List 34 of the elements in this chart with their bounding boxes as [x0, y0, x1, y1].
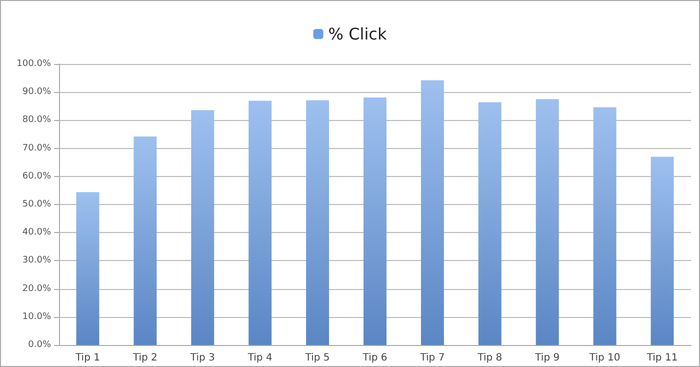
bar: [650, 156, 674, 345]
y-tick-label: 20.0%: [22, 284, 52, 294]
x-tick-label: Tip 4: [246, 352, 272, 364]
y-tick-label: 50.0%: [22, 200, 52, 210]
legend-label: % Click: [328, 24, 388, 44]
bar: [191, 110, 214, 345]
y-tick-label: 60.0%: [22, 171, 52, 182]
y-tick-label: 40.0%: [22, 228, 52, 238]
bar: [536, 99, 559, 345]
bar: [134, 136, 157, 345]
y-tick-label: 10.0%: [22, 312, 52, 322]
bar: [420, 80, 444, 345]
x-tick-label: Tip 5: [304, 352, 330, 364]
x-tick-label: Tip 2: [132, 352, 158, 364]
bar: [593, 107, 616, 345]
x-tick-label: Tip 8: [476, 352, 502, 364]
bar: [306, 100, 330, 345]
y-tick-label: 30.0%: [22, 256, 52, 266]
y-tick-label: 80.0%: [22, 115, 52, 126]
bar: [248, 100, 272, 345]
bar: [478, 102, 502, 345]
y-tick-label: 90.0%: [22, 87, 52, 98]
bar: [364, 97, 386, 345]
bar: [76, 192, 100, 345]
y-tick-label: 70.0%: [22, 143, 52, 154]
y-tick-label: 100.0%: [16, 59, 52, 69]
x-tick-label: Tip 7: [419, 352, 445, 364]
y-tick-label: 0.0%: [28, 340, 52, 350]
x-tick-label: Tip 3: [189, 352, 215, 364]
x-tick-label: Tip 6: [362, 352, 388, 364]
x-tick-label: Tip 11: [646, 352, 678, 364]
x-tick-label: Tip 1: [74, 352, 100, 364]
x-tick-label: Tip 10: [588, 352, 620, 364]
x-tick-label: Tip 9: [534, 352, 560, 364]
